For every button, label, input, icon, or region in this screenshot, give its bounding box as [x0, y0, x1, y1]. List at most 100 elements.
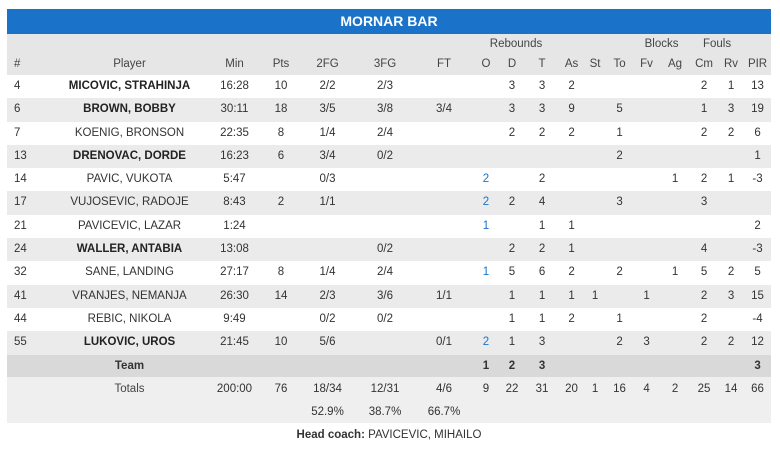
stat-pts: 2 [262, 191, 300, 214]
player-row: 24 WALLER, ANTABIA 13:08 0/2 2 2 1 4 -3 [7, 238, 771, 261]
player-name: VUJOSEVIC, RADOJE [52, 191, 207, 214]
stat-d: 5 [499, 261, 525, 284]
player-row: 7 KOENIG, BRONSON 22:35 8 1/4 2/4 2 2 2 1 2 2 6 [7, 122, 771, 145]
stat-pts [262, 238, 300, 261]
player-name: VRANJES, NEMANJA [52, 285, 207, 308]
stat-min: 16:23 [207, 145, 262, 168]
team-stat-t: 3 [525, 355, 559, 377]
stat-ft [415, 191, 473, 214]
pct-pts [262, 402, 300, 423]
stat-to: 2 [606, 145, 633, 168]
stat-pts [262, 215, 300, 238]
stat-min: 8:43 [207, 191, 262, 214]
stat-to: 2 [606, 331, 633, 354]
stat-ft [415, 168, 473, 191]
stat-d: 1 [499, 285, 525, 308]
team-stat-no [7, 355, 52, 377]
stat-min: 21:45 [207, 331, 262, 354]
pct-to [606, 402, 633, 423]
stat-as [559, 331, 584, 354]
totals-label: Totals [52, 377, 207, 402]
stat-min: 13:08 [207, 238, 262, 261]
stat-fg3: 0/2 [355, 308, 415, 331]
team-stat-fg3 [355, 355, 415, 377]
stat-ag [660, 75, 690, 98]
team-stat-min [207, 355, 262, 377]
stat-d: 2 [499, 238, 525, 261]
stat-st [584, 308, 606, 331]
player-row: 44 REBIC, NIKOLA 9:49 0/2 0/2 1 1 2 1 2 -4 [7, 308, 771, 331]
column-header-fg3: 3FG [355, 54, 415, 75]
pct-name [52, 402, 207, 423]
player-name: MICOVIC, STRAHINJA [52, 75, 207, 98]
stat-cm: 5 [690, 261, 718, 284]
stat-fv [633, 191, 660, 214]
player-name: DRENOVAC, DORDE [52, 145, 207, 168]
stat-to [606, 75, 633, 98]
stat-fg3: 0/2 [355, 238, 415, 261]
stat-fv [633, 261, 660, 284]
stat-as: 2 [559, 308, 584, 331]
stat-pir: 15 [744, 285, 771, 308]
player-row: 14 PAVIC, VUKOTA 5:47 0/3 2 2 1 2 1 -3 [7, 168, 771, 191]
stat-fv [633, 215, 660, 238]
stat-fg3 [355, 191, 415, 214]
stat-fg2: 3/4 [300, 145, 355, 168]
team-stat-cm [690, 355, 718, 377]
stat-t: 2 [525, 122, 559, 145]
pct-d [499, 402, 525, 423]
stat-to: 1 [606, 308, 633, 331]
pct-cm [690, 402, 718, 423]
column-header-st: St [584, 54, 606, 75]
total-to: 16 [606, 377, 633, 402]
total-fg3: 12/31 [355, 377, 415, 402]
stat-fv [633, 145, 660, 168]
team-stat-rv [718, 355, 744, 377]
stat-fg3: 3/6 [355, 285, 415, 308]
team-stat-o: 1 [473, 355, 499, 377]
stat-to: 3 [606, 191, 633, 214]
player-name: SANE, LANDING [52, 261, 207, 284]
stat-rv: 3 [718, 285, 744, 308]
stat-ag [660, 238, 690, 261]
stat-rv [718, 145, 744, 168]
team-stat-pts [262, 355, 300, 377]
stat-fg2: 0/2 [300, 308, 355, 331]
player-name: WALLER, ANTABIA [52, 238, 207, 261]
total-st: 1 [584, 377, 606, 402]
player-row: 41 VRANJES, NEMANJA 26:30 14 2/3 3/6 1/1 1 1 1 1 1 2… [7, 285, 771, 308]
column-header-to: To [606, 54, 633, 75]
pct-fg3: 38.7% [355, 402, 415, 423]
stat-no: 7 [7, 122, 52, 145]
stat-to [606, 215, 633, 238]
stat-pts: 18 [262, 98, 300, 121]
stat-fg3 [355, 168, 415, 191]
stat-to [606, 168, 633, 191]
stat-as: 1 [559, 215, 584, 238]
stat-pir: -3 [744, 168, 771, 191]
stat-ag [660, 215, 690, 238]
column-header-rv: Rv [718, 54, 744, 75]
head-coach-label: Head coach: [297, 429, 365, 441]
stat-ft [415, 238, 473, 261]
stat-ft [415, 75, 473, 98]
total-fg2: 18/34 [300, 377, 355, 402]
stat-fg2: 2/3 [300, 285, 355, 308]
stat-cm: 2 [690, 75, 718, 98]
team-row-label: Team [52, 355, 207, 377]
total-pir: 66 [744, 377, 771, 402]
stat-no: 41 [7, 285, 52, 308]
total-ag: 2 [660, 377, 690, 402]
stat-o [473, 145, 499, 168]
stat-pts: 10 [262, 75, 300, 98]
column-header-as: As [559, 54, 584, 75]
stat-rv [718, 191, 744, 214]
table-header: Rebounds Blocks Fouls # Player Min Pts 2FG 3F… [7, 34, 771, 75]
stat-fg2: 1/4 [300, 122, 355, 145]
stat-pts: 6 [262, 145, 300, 168]
team-stat-st [584, 355, 606, 377]
column-header-ag: Ag [660, 54, 690, 75]
stat-rv: 2 [718, 261, 744, 284]
stat-cm: 3 [690, 191, 718, 214]
stat-t: 6 [525, 261, 559, 284]
